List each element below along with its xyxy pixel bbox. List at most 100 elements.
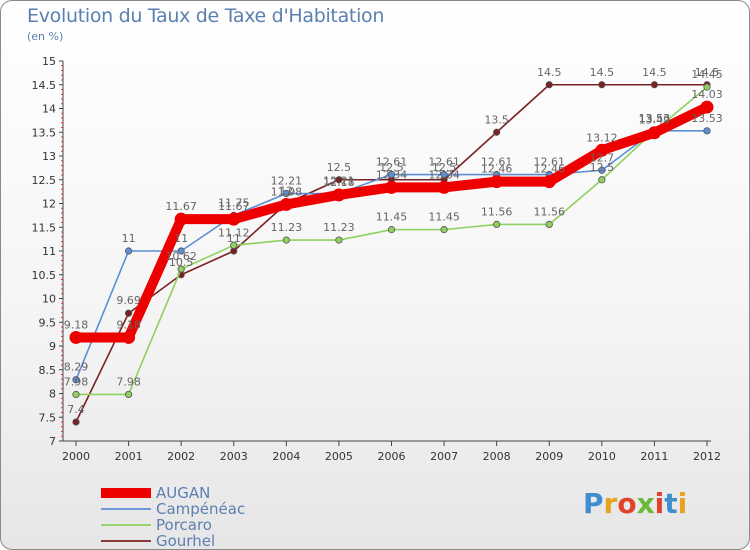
data-point <box>387 170 396 179</box>
y-tick-label: 14 <box>42 103 56 116</box>
y-tick-label: 13.5 <box>32 126 57 139</box>
data-label: 13.53 <box>691 112 723 125</box>
data-point <box>69 330 83 344</box>
data-point <box>72 418 80 426</box>
data-point <box>335 176 343 184</box>
data-label: 11 <box>174 232 188 245</box>
x-tick-label: 2002 <box>167 450 195 463</box>
data-label: 12.34 <box>428 168 460 181</box>
data-label: 12.46 <box>534 163 566 176</box>
data-point <box>490 175 504 189</box>
proxiti-logo: Proxiti <box>583 487 687 520</box>
data-label: 12.18 <box>323 176 355 189</box>
data-label: 7.98 <box>116 375 141 388</box>
y-tick-label: 12 <box>42 198 56 211</box>
data-label: 12.21 <box>271 175 303 188</box>
data-label: 14.03 <box>691 88 723 101</box>
data-label: 12.61 <box>534 156 566 169</box>
data-point <box>387 226 396 234</box>
data-label: 12.5 <box>327 161 352 174</box>
chart-subtitle: (en %) <box>27 30 64 43</box>
y-tick-label: 11 <box>42 245 56 258</box>
logo-letter: r <box>603 487 618 520</box>
data-label: 10.62 <box>165 250 197 263</box>
data-point <box>545 220 553 228</box>
data-point <box>282 189 290 198</box>
data-label: 12.61 <box>376 156 408 169</box>
data-point <box>230 241 238 249</box>
data-label: 9.18 <box>64 318 89 331</box>
data-label: 13.49 <box>639 114 671 127</box>
data-point <box>598 166 606 174</box>
data-label: 11.23 <box>323 221 355 234</box>
data-label: 14.5 <box>537 66 562 79</box>
data-label: 12.61 <box>428 156 460 169</box>
data-label: 12.61 <box>481 156 513 169</box>
data-label: 13.12 <box>586 131 618 144</box>
data-label: 12.5 <box>432 161 457 174</box>
data-label: 12.34 <box>376 168 408 181</box>
y-tick-label: 8.5 <box>39 364 57 377</box>
data-label: 9.69 <box>116 294 141 307</box>
data-point <box>72 376 80 384</box>
data-point <box>335 236 343 244</box>
logo-letter: t <box>664 487 678 520</box>
data-label: 13.53 <box>639 112 671 125</box>
data-point <box>124 247 133 255</box>
data-point <box>703 127 711 135</box>
y-tick-label: 10 <box>42 293 56 306</box>
data-label: 7.98 <box>64 375 89 388</box>
x-tick-label: 2001 <box>115 450 143 463</box>
data-point <box>647 126 661 140</box>
data-point <box>700 100 714 114</box>
data-point <box>545 81 553 89</box>
data-label: 14.5 <box>642 66 667 79</box>
data-label: 7.4 <box>67 403 85 416</box>
data-label: 12.7 <box>590 151 615 164</box>
x-tick-label: 2004 <box>272 450 300 463</box>
y-tick-label: 11.5 <box>32 221 57 234</box>
data-label: 11.45 <box>376 211 408 224</box>
data-point <box>437 180 451 194</box>
x-tick-label: 2012 <box>693 450 721 463</box>
legend-label: Porcaro <box>156 516 212 534</box>
x-tick-label: 2011 <box>640 450 668 463</box>
data-label: 11.75 <box>218 196 250 209</box>
y-tick-label: 9.5 <box>39 316 57 329</box>
data-point <box>72 390 80 399</box>
logo-letter: i <box>677 487 688 520</box>
data-point <box>598 176 606 184</box>
x-tick-label: 2010 <box>588 450 616 463</box>
data-label: 14.45 <box>691 68 723 81</box>
y-tick-label: 7 <box>49 435 56 448</box>
x-tick-label: 2003 <box>220 450 248 463</box>
data-label: 11.23 <box>271 221 303 234</box>
data-point <box>595 143 609 157</box>
data-point <box>542 175 556 189</box>
data-label: 12.5 <box>379 161 404 174</box>
chart-title: Evolution du Taux de Taxe d'Habitation <box>27 5 385 27</box>
data-point <box>703 83 711 91</box>
data-point <box>174 212 188 226</box>
data-label: 12.21 <box>323 175 355 188</box>
data-label: 10.5 <box>169 256 194 269</box>
y-tick-label: 9 <box>49 340 56 353</box>
data-label: 8.29 <box>64 361 89 374</box>
x-tick-label: 2005 <box>325 450 353 463</box>
data-label: 12.5 <box>590 161 615 174</box>
data-point <box>385 180 398 194</box>
data-label: 11.67 <box>218 200 250 213</box>
data-point <box>124 309 133 317</box>
data-label: 14.5 <box>695 66 720 79</box>
data-label: 11.98 <box>271 185 303 198</box>
logo-letter: o <box>617 487 637 520</box>
data-point <box>493 128 501 136</box>
legend-label: AUGAN <box>156 484 210 502</box>
logo-letter: i <box>654 487 665 520</box>
data-label: 13.5 <box>484 113 509 126</box>
y-tick-label: 12.5 <box>32 174 57 187</box>
legend-label: Gourhel <box>156 532 215 550</box>
y-tick-label: 13 <box>42 150 56 163</box>
